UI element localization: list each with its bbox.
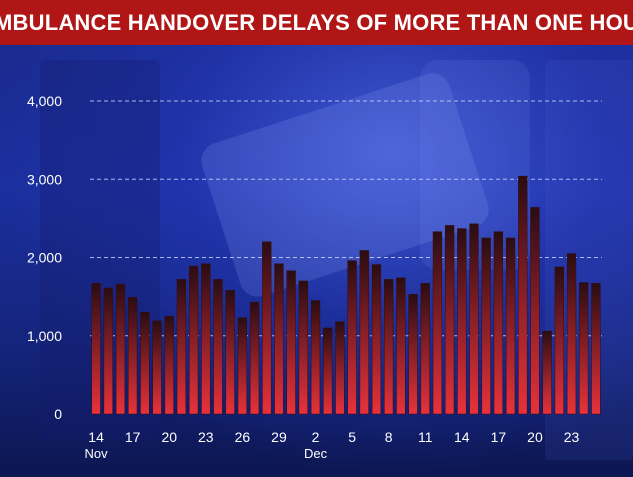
bar bbox=[347, 260, 357, 415]
bar bbox=[542, 330, 552, 415]
bar bbox=[152, 320, 162, 415]
bar bbox=[457, 228, 467, 415]
bar bbox=[249, 301, 260, 415]
bar bbox=[530, 207, 540, 415]
x-tick-label: 11 bbox=[418, 429, 433, 445]
x-tick-label: 2 bbox=[312, 429, 320, 445]
x-tick-label: 14 bbox=[454, 429, 470, 445]
bar bbox=[493, 231, 504, 415]
x-tick-label: 29 bbox=[271, 429, 287, 445]
y-tick-label: 4,000 bbox=[27, 93, 62, 109]
bar bbox=[213, 279, 223, 415]
bar bbox=[469, 223, 479, 415]
bar bbox=[103, 287, 113, 415]
y-tick-label: 3,000 bbox=[27, 171, 62, 187]
y-tick-label: 1,000 bbox=[27, 328, 62, 344]
x-tick-label: 5 bbox=[348, 429, 356, 445]
grid-layer bbox=[90, 100, 602, 337]
x-tick-label: 26 bbox=[235, 429, 251, 445]
bar bbox=[566, 253, 577, 415]
y-tick-label: 0 bbox=[54, 406, 62, 422]
bar bbox=[371, 264, 382, 415]
bar bbox=[554, 266, 564, 415]
bar bbox=[176, 279, 187, 415]
bar bbox=[335, 321, 345, 415]
bar bbox=[323, 327, 333, 415]
bar bbox=[286, 270, 296, 415]
x-tick-label: 20 bbox=[527, 429, 543, 445]
bar bbox=[310, 300, 321, 415]
bar bbox=[128, 297, 138, 415]
x-tick-label: 23 bbox=[198, 429, 214, 445]
bar bbox=[432, 231, 443, 415]
bar bbox=[225, 290, 235, 415]
bar bbox=[359, 250, 369, 415]
bar bbox=[91, 283, 101, 415]
bar bbox=[201, 263, 211, 415]
x-tick-label: 17 bbox=[125, 429, 141, 445]
bar bbox=[164, 315, 174, 415]
y-tick-label: 2,000 bbox=[27, 250, 62, 266]
bar bbox=[518, 175, 528, 415]
bar bbox=[579, 282, 589, 415]
bar bbox=[140, 312, 150, 415]
x-tick-label: 23 bbox=[564, 429, 580, 445]
bar bbox=[481, 237, 491, 415]
bar bbox=[237, 317, 248, 415]
bar bbox=[408, 294, 418, 415]
bar bbox=[591, 283, 601, 415]
y-axis: 0 1,000 2,000 3,000 4,000 bbox=[27, 93, 62, 422]
bar bbox=[188, 265, 199, 415]
x-tick-label: 17 bbox=[491, 429, 507, 445]
title-banner: AMBULANCE HANDOVER DELAYS OF MORE THAN O… bbox=[0, 0, 633, 45]
bar bbox=[420, 283, 430, 415]
bar bbox=[115, 283, 126, 415]
bar bbox=[262, 241, 272, 415]
x-tick-label: 20 bbox=[161, 429, 177, 445]
x-tick-label: 14 bbox=[88, 429, 104, 445]
bars bbox=[91, 175, 601, 415]
x-tick-month-label: Nov bbox=[85, 446, 109, 461]
x-tick-month-label: Dec bbox=[304, 446, 328, 461]
bar bbox=[444, 225, 455, 415]
bar bbox=[396, 277, 406, 415]
bar bbox=[274, 263, 284, 415]
bar bbox=[505, 237, 516, 415]
chart-title: AMBULANCE HANDOVER DELAYS OF MORE THAN O… bbox=[0, 9, 633, 35]
x-tick-label: 8 bbox=[385, 429, 393, 445]
bar bbox=[298, 280, 308, 415]
bar bbox=[384, 279, 394, 415]
